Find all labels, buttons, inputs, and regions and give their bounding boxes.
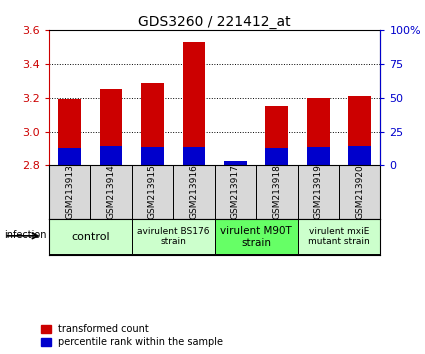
Bar xyxy=(307,147,330,165)
Bar xyxy=(224,161,247,165)
Bar xyxy=(339,165,380,219)
Bar xyxy=(58,148,81,165)
Bar xyxy=(132,165,173,219)
Bar xyxy=(298,165,339,219)
Bar xyxy=(141,147,164,165)
Text: GSM213916: GSM213916 xyxy=(190,165,198,219)
Bar xyxy=(58,99,81,165)
Bar xyxy=(348,96,371,165)
Text: virulent M90T
strain: virulent M90T strain xyxy=(220,226,292,247)
Bar xyxy=(298,219,380,254)
Bar xyxy=(141,82,164,165)
Bar xyxy=(348,147,371,165)
Bar xyxy=(99,147,122,165)
Title: GDS3260 / 221412_at: GDS3260 / 221412_at xyxy=(138,15,291,29)
Text: GSM213919: GSM213919 xyxy=(314,165,323,219)
Bar xyxy=(132,219,215,254)
Bar xyxy=(265,148,288,165)
Bar xyxy=(182,147,205,165)
Text: avirulent BS176
strain: avirulent BS176 strain xyxy=(137,227,210,246)
Text: GSM213914: GSM213914 xyxy=(107,165,116,219)
Bar xyxy=(307,98,330,165)
Bar xyxy=(265,106,288,165)
Bar xyxy=(90,165,132,219)
Text: GSM213917: GSM213917 xyxy=(231,165,240,219)
Text: GSM213918: GSM213918 xyxy=(272,165,281,219)
Text: virulent mxiE
mutant strain: virulent mxiE mutant strain xyxy=(308,227,370,246)
Text: infection: infection xyxy=(4,230,47,240)
Legend: transformed count, percentile rank within the sample: transformed count, percentile rank withi… xyxy=(39,322,225,349)
Bar xyxy=(99,89,122,165)
Bar xyxy=(224,164,247,165)
Text: GSM213913: GSM213913 xyxy=(65,165,74,219)
Bar xyxy=(256,165,298,219)
Bar xyxy=(215,219,298,254)
Bar xyxy=(49,165,90,219)
Bar xyxy=(215,165,256,219)
Bar xyxy=(182,42,205,165)
Text: GSM213920: GSM213920 xyxy=(355,165,364,219)
Text: GSM213915: GSM213915 xyxy=(148,165,157,219)
Bar xyxy=(173,165,215,219)
Text: control: control xyxy=(71,232,110,242)
Bar xyxy=(49,219,132,254)
